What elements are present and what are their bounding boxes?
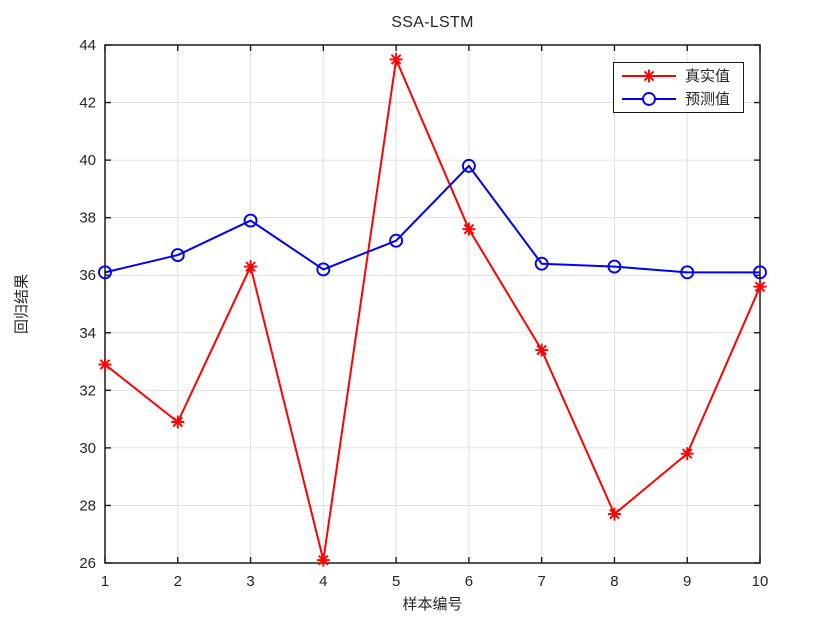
- series-1-circle-marker: [170, 248, 185, 263]
- x-tick-label: 6: [465, 573, 473, 590]
- legend: 真实值 预测值: [613, 62, 744, 113]
- legend-circle-icon: [642, 92, 656, 106]
- x-tick-label: 3: [246, 573, 254, 590]
- x-tick-label: 4: [319, 573, 327, 590]
- series-1-circle-marker: [389, 233, 404, 248]
- series-0-asterisk-marker: [753, 280, 767, 294]
- legend-sample-line-1: [622, 92, 676, 106]
- y-tick-label: 44: [79, 37, 96, 54]
- series-0-asterisk-marker: [680, 447, 694, 461]
- series-0-asterisk-marker: [607, 507, 621, 521]
- y-tick-label: 36: [79, 267, 96, 284]
- y-tick-label: 42: [79, 95, 96, 112]
- series-line-0: [104, 58, 761, 562]
- series-1-circle-marker: [607, 259, 622, 274]
- series-1-circle-marker: [98, 265, 112, 280]
- series-0-asterisk-marker: [462, 222, 476, 236]
- chart-title: SSA-LSTM: [391, 14, 474, 31]
- y-tick-label: 32: [79, 382, 96, 399]
- series-0-asterisk-marker: [244, 260, 258, 274]
- y-tick-label: 34: [79, 325, 96, 342]
- series-1-circle-marker: [753, 265, 767, 280]
- series-1-circle-marker: [461, 158, 476, 173]
- x-axis-label: 样本编号: [402, 596, 463, 613]
- series-line-1: [104, 164, 760, 274]
- axes-box: [104, 44, 761, 564]
- x-tick-label: 8: [610, 573, 618, 590]
- y-tick-label: 26: [79, 555, 96, 572]
- y-axis-label: 回归结果: [13, 273, 31, 335]
- series-1-circle-marker: [534, 256, 549, 271]
- legend-asterisk-icon: [642, 69, 656, 83]
- x-tick-label: 2: [174, 573, 182, 590]
- y-tick-label: 40: [79, 152, 96, 169]
- series-0-asterisk-marker: [316, 553, 330, 567]
- series-1-circle-marker: [316, 262, 331, 277]
- series-0-asterisk-marker: [535, 343, 549, 357]
- x-tick-label: 1: [101, 573, 109, 590]
- series-1-circle-marker: [243, 213, 258, 228]
- x-tick-label: 5: [392, 573, 400, 590]
- y-tick-label: 38: [79, 210, 96, 227]
- series-0-asterisk-marker: [98, 357, 112, 371]
- legend-label-0: 真实值: [685, 67, 731, 85]
- y-tick-label: 30: [79, 440, 96, 457]
- y-tick-label: 28: [79, 497, 96, 514]
- series-0-asterisk-marker: [171, 415, 185, 429]
- legend-entry-1: 预测值: [620, 88, 743, 111]
- legend-sample-line-0: [622, 69, 676, 83]
- series-1-circle-marker: [680, 265, 695, 280]
- legend-entry-0: 真实值: [620, 65, 743, 88]
- legend-label-1: 预测值: [685, 90, 731, 108]
- series-0-asterisk-marker: [389, 52, 403, 66]
- x-tick-label: 9: [683, 573, 691, 590]
- x-tick-label: 7: [537, 573, 545, 590]
- x-tick-label: 10: [752, 573, 769, 590]
